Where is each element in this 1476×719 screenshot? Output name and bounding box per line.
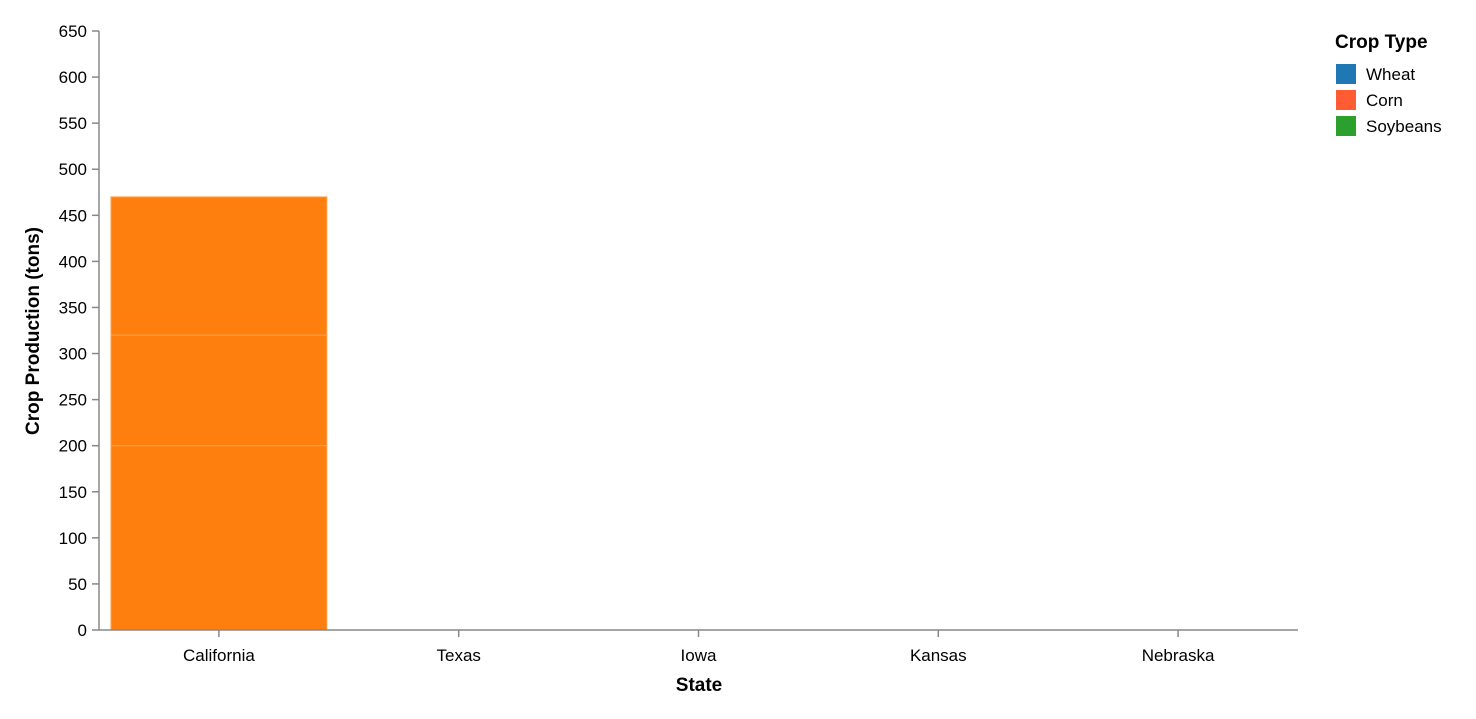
y-tick-label: 350 bbox=[59, 298, 87, 317]
legend-items: Wheat Corn Soybeans bbox=[1336, 64, 1442, 136]
legend-title: Crop Type bbox=[1335, 32, 1428, 53]
y-tick-label: 200 bbox=[59, 437, 87, 456]
x-tick-label: Iowa bbox=[681, 646, 717, 665]
bars-layer bbox=[110, 196, 328, 631]
legend-label: Soybeans bbox=[1366, 117, 1442, 136]
x-tick-label: California bbox=[183, 646, 255, 665]
y-tick-label: 650 bbox=[59, 22, 87, 41]
legend-label: Wheat bbox=[1366, 65, 1415, 84]
y-tick-label: 600 bbox=[59, 68, 87, 87]
y-tick-label: 300 bbox=[59, 345, 87, 364]
y-tick-label: 400 bbox=[59, 252, 87, 271]
x-tick-label: Nebraska bbox=[1142, 646, 1215, 665]
legend-swatch bbox=[1336, 90, 1356, 110]
y-axis: 0 50 100 150 200 250 300 350 400 450 500 550 600 650 bbox=[59, 22, 100, 640]
legend-item-corn[interactable]: Corn bbox=[1336, 90, 1403, 110]
y-tick-label: 0 bbox=[78, 621, 87, 640]
legend-label: Corn bbox=[1366, 91, 1403, 110]
y-tick-label: 100 bbox=[59, 529, 87, 548]
y-axis-title: Crop Production (tons) bbox=[23, 227, 44, 435]
y-tick-label: 500 bbox=[59, 160, 87, 179]
x-axis: California Texas Iowa Kansas Nebraska bbox=[99, 629, 1298, 665]
y-tick-label: 550 bbox=[59, 114, 87, 133]
bar-california-soybeans[interactable] bbox=[110, 196, 328, 336]
y-tick-label: 150 bbox=[59, 483, 87, 502]
x-tick-label: Texas bbox=[436, 646, 480, 665]
legend-item-wheat[interactable]: Wheat bbox=[1336, 64, 1415, 84]
legend-swatch bbox=[1336, 64, 1356, 84]
y-tick-label: 250 bbox=[59, 391, 87, 410]
y-tick-label: 50 bbox=[68, 575, 87, 594]
legend-swatch bbox=[1336, 116, 1356, 136]
bar-california-corn[interactable] bbox=[110, 334, 328, 447]
y-tick-label: 450 bbox=[59, 206, 87, 225]
legend: Crop Type Wheat Corn Soybeans bbox=[1335, 32, 1442, 136]
legend-item-soybeans[interactable]: Soybeans bbox=[1336, 116, 1442, 136]
x-axis-title: State bbox=[676, 675, 722, 696]
x-tick-label: Kansas bbox=[910, 646, 967, 665]
bar-california-wheat[interactable] bbox=[110, 445, 328, 631]
